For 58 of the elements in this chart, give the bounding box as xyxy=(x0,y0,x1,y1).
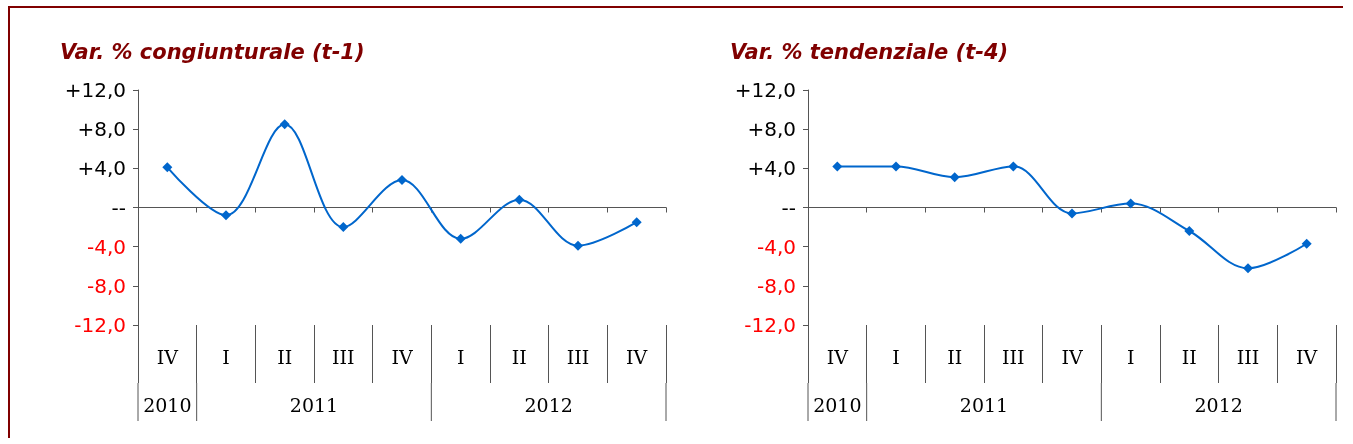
y-tick-label: -4,0 xyxy=(86,234,126,259)
x-tick-label: IV xyxy=(1061,345,1083,368)
point xyxy=(832,161,843,172)
x-tick-label: I xyxy=(1126,345,1135,368)
point xyxy=(1243,263,1253,274)
y-tick-label: +8,0 xyxy=(77,117,126,142)
x-tick-label: III xyxy=(1002,345,1025,368)
point xyxy=(1067,208,1077,219)
x-tick-label: IV xyxy=(1296,345,1318,368)
point xyxy=(162,162,173,173)
point xyxy=(514,194,525,205)
point xyxy=(631,217,642,228)
chart-title: Var. % congiunturale (t-1) xyxy=(60,39,365,64)
x-tick-label: IV xyxy=(391,345,413,368)
x-tick-label: IV xyxy=(626,345,648,368)
y-tick-label: -8,0 xyxy=(756,273,796,298)
point xyxy=(279,119,290,130)
text: 2011 xyxy=(289,394,339,416)
point xyxy=(1008,161,1019,172)
y-tick-label: +12,0 xyxy=(64,78,126,102)
y-tick-label: -- xyxy=(781,195,796,220)
point xyxy=(221,210,231,221)
x-tick-label: II xyxy=(1181,345,1197,368)
y-tick-label: +8,0 xyxy=(747,117,796,142)
point xyxy=(1301,238,1312,249)
text: 2012 xyxy=(1194,394,1243,416)
y-tick-label: -12,0 xyxy=(744,313,796,337)
point xyxy=(455,233,466,244)
x-tick-label: I xyxy=(222,345,230,368)
y-tick-label: +4,0 xyxy=(747,156,796,181)
x-tick-label: III xyxy=(1236,345,1260,368)
x-tick-label: III xyxy=(332,345,355,368)
chart-title: Var. % tendenziale (t-4) xyxy=(730,39,1009,64)
point xyxy=(397,175,407,186)
x-tick-label: II xyxy=(277,345,293,368)
y-tick-label: +4,0 xyxy=(77,156,126,181)
point xyxy=(573,240,583,251)
point xyxy=(1184,226,1195,236)
y-tick-label: -- xyxy=(111,195,126,220)
text: 2011 xyxy=(959,394,1009,416)
y-tick-label: -4,0 xyxy=(756,234,796,259)
y-tick-label: -8,0 xyxy=(86,273,126,298)
text: 2012 xyxy=(524,394,573,416)
point xyxy=(338,222,349,233)
x-tick-label: I xyxy=(892,345,900,368)
x-tick-label: II xyxy=(947,345,963,368)
point xyxy=(891,161,901,172)
text: 2010 xyxy=(813,394,862,416)
y-tick-label: +12,0 xyxy=(734,78,796,102)
y-tick-label: -12,0 xyxy=(74,313,126,337)
x-tick-label: III xyxy=(566,345,590,368)
x-tick-label: II xyxy=(511,345,527,368)
point xyxy=(1125,198,1136,209)
x-tick-label: I xyxy=(456,345,465,368)
point xyxy=(949,172,960,183)
x-tick-label: IV xyxy=(826,345,849,368)
text: 2010 xyxy=(143,394,192,416)
x-tick-label: IV xyxy=(156,345,179,368)
